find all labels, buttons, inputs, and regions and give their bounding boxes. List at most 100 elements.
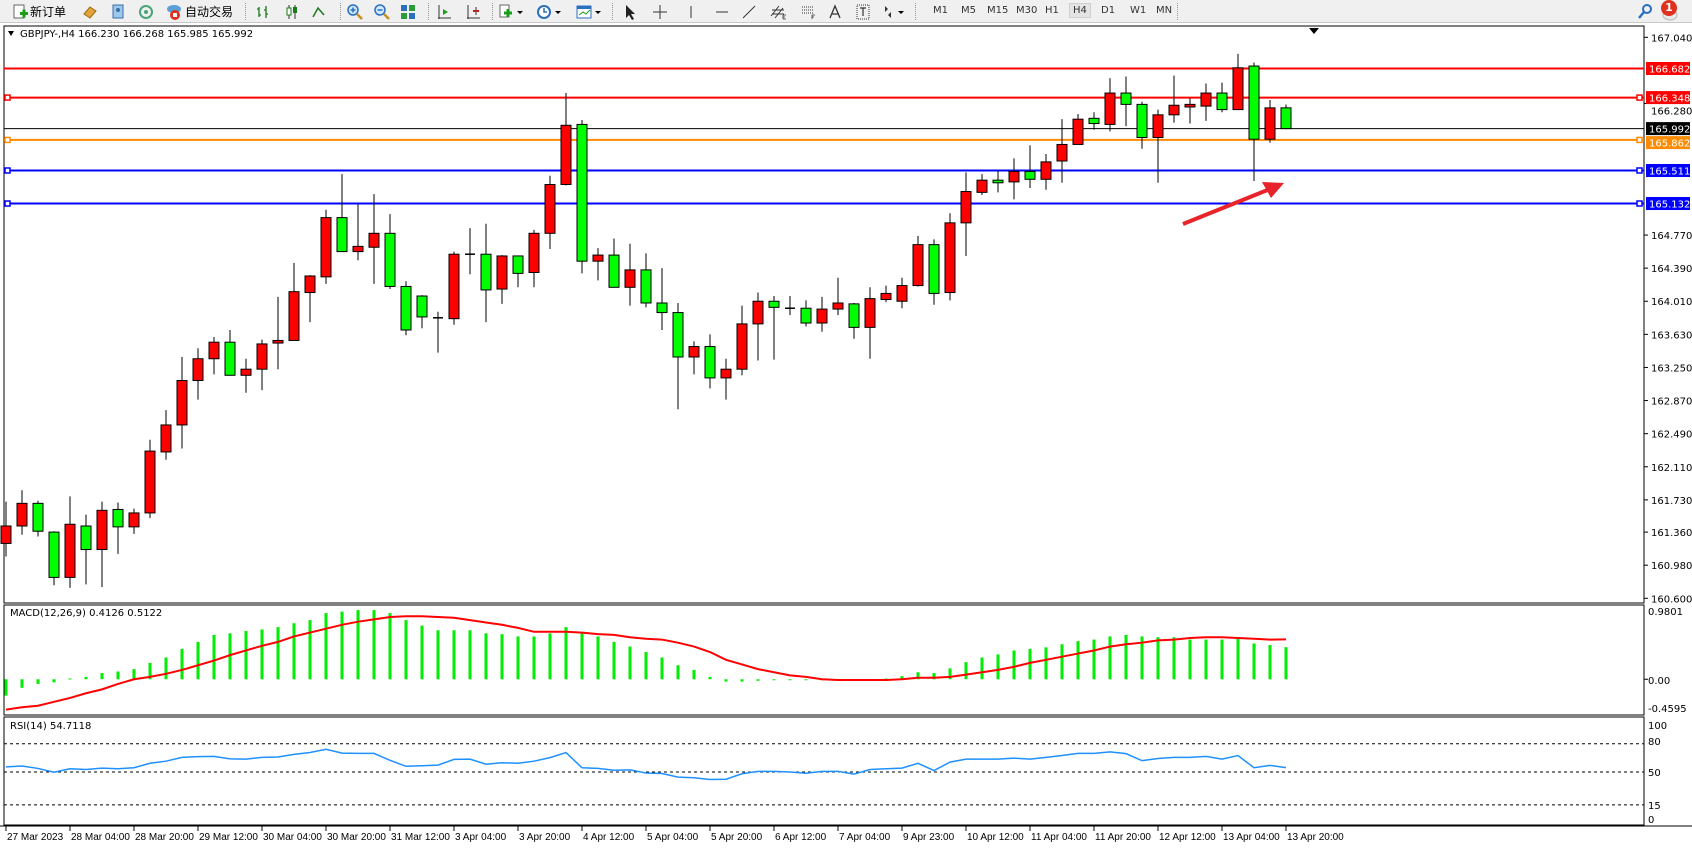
candle (0, 501, 12, 557)
macd-histogram-bar (260, 629, 264, 680)
macd-histogram-bar (724, 679, 728, 682)
fibonacci-tool[interactable] (800, 2, 818, 21)
chart-shift-button[interactable] (436, 2, 452, 21)
candlestick-chart-button[interactable] (284, 2, 300, 21)
candle (433, 311, 443, 353)
candle (1168, 75, 1180, 123)
equidistant-channel-tool[interactable] (770, 2, 788, 21)
macd-histogram-bar (1236, 638, 1240, 680)
trendline-tool[interactable] (741, 2, 757, 21)
macd-histogram-bar (980, 657, 984, 680)
candle (1088, 112, 1100, 130)
candle-body (240, 368, 252, 376)
time-axis-label: 3 Apr 04:00 (455, 832, 507, 843)
candle (848, 302, 860, 339)
arrow-head-icon (1262, 182, 1284, 198)
periods-button[interactable] (536, 2, 562, 21)
line-handle-left[interactable] (4, 200, 11, 207)
candle (816, 296, 828, 332)
zoom-out-button[interactable] (373, 2, 391, 21)
line-chart-icon (312, 6, 325, 17)
market-watch-button[interactable] (82, 2, 98, 21)
timeframe-h4[interactable]: H4 (1069, 3, 1091, 18)
candle (736, 305, 748, 376)
candle (1104, 78, 1116, 132)
candle (1040, 154, 1052, 190)
add-indicator-icon (499, 4, 523, 17)
channel-icon (770, 5, 786, 19)
candle (80, 514, 92, 585)
tile-windows-icon (401, 4, 415, 19)
candle (576, 120, 588, 274)
macd-histogram-bar (756, 679, 760, 681)
arrows-tool[interactable] (882, 2, 908, 21)
macd-histogram-bar (532, 636, 536, 680)
text-label-tool[interactable] (856, 2, 870, 21)
horizontal-line-tool[interactable] (714, 2, 730, 21)
auto-trading-button[interactable]: 自动交易 (165, 2, 233, 21)
price-line-label: 166.682 (1649, 64, 1690, 75)
timeframe-m5[interactable]: M5 (961, 5, 976, 16)
timeframe-m15[interactable]: M15 (987, 5, 1009, 16)
bar-chart-button[interactable] (255, 2, 271, 21)
text-tool[interactable] (828, 2, 842, 21)
line-handle-right[interactable] (1636, 167, 1643, 174)
macd-histogram-bar (564, 627, 568, 680)
timeframe-m1[interactable]: M1 (933, 5, 948, 16)
search-button[interactable] (1637, 2, 1653, 21)
candle (368, 194, 380, 284)
signals-button[interactable] (138, 2, 154, 21)
vertical-line-tool[interactable] (686, 2, 696, 21)
price-tick-label: 164.010 (1651, 297, 1692, 308)
tile-windows-button[interactable] (400, 2, 416, 21)
candle-body (1008, 170, 1020, 183)
price-tick-label: 160.600 (1651, 594, 1692, 605)
candle (928, 239, 940, 305)
autoscroll-button[interactable] (465, 2, 481, 21)
annotation-arrow[interactable] (1182, 182, 1284, 226)
new-order-icon (13, 4, 28, 18)
autoscroll-icon (467, 4, 480, 19)
macd-histogram-bar (676, 665, 680, 680)
crosshair-tool[interactable] (652, 2, 668, 21)
macd-histogram-bar (900, 676, 904, 680)
timeframe-h1[interactable]: H1 (1045, 5, 1059, 16)
candle-body (944, 222, 956, 294)
cursor-tool[interactable] (624, 2, 638, 21)
candle-body (512, 255, 524, 274)
line-handle-right[interactable] (1636, 200, 1643, 207)
timeframe-d1[interactable]: D1 (1101, 5, 1116, 16)
line-handle-left[interactable] (4, 136, 11, 144)
timeframe-mn[interactable]: MN (1156, 5, 1173, 16)
price-chart[interactable]: 167.040 166.280 164.770 164.390 164.010 163.6… (0, 23, 1692, 848)
line-handle-right[interactable] (1636, 94, 1643, 101)
time-axis-label: 28 Mar 04:00 (71, 832, 130, 843)
line-chart-button[interactable] (311, 2, 327, 21)
collapse-triangle-icon[interactable] (8, 31, 14, 36)
candle-body (528, 232, 540, 274)
chart-shift-marker-icon[interactable] (1309, 28, 1319, 34)
macd-histogram-bar (1140, 636, 1144, 680)
line-handle-right[interactable] (1636, 136, 1643, 144)
navigator-icon (112, 4, 124, 18)
candle (560, 93, 572, 186)
macd-panel[interactable] (3, 604, 1645, 716)
timeframe-w1[interactable]: W1 (1130, 5, 1147, 16)
fibonacci-icon (802, 6, 815, 19)
indicators-button[interactable] (498, 2, 524, 21)
line-handle-left[interactable] (4, 167, 11, 174)
candle-body (832, 302, 844, 310)
macd-histogram-bar (4, 679, 8, 696)
timeframe-m30[interactable]: M30 (1016, 5, 1038, 16)
new-order-button[interactable]: 新订单 (12, 2, 66, 21)
candle-body (1232, 67, 1244, 111)
zoom-in-button[interactable] (346, 2, 364, 21)
candle (512, 255, 524, 288)
candle (112, 502, 124, 554)
navigator-button[interactable] (110, 2, 126, 21)
candle (1216, 82, 1228, 113)
candle (16, 490, 28, 535)
templates-button[interactable] (576, 2, 602, 21)
line-handle-left[interactable] (4, 94, 11, 101)
price-line-label: 166.348 (1649, 94, 1690, 105)
